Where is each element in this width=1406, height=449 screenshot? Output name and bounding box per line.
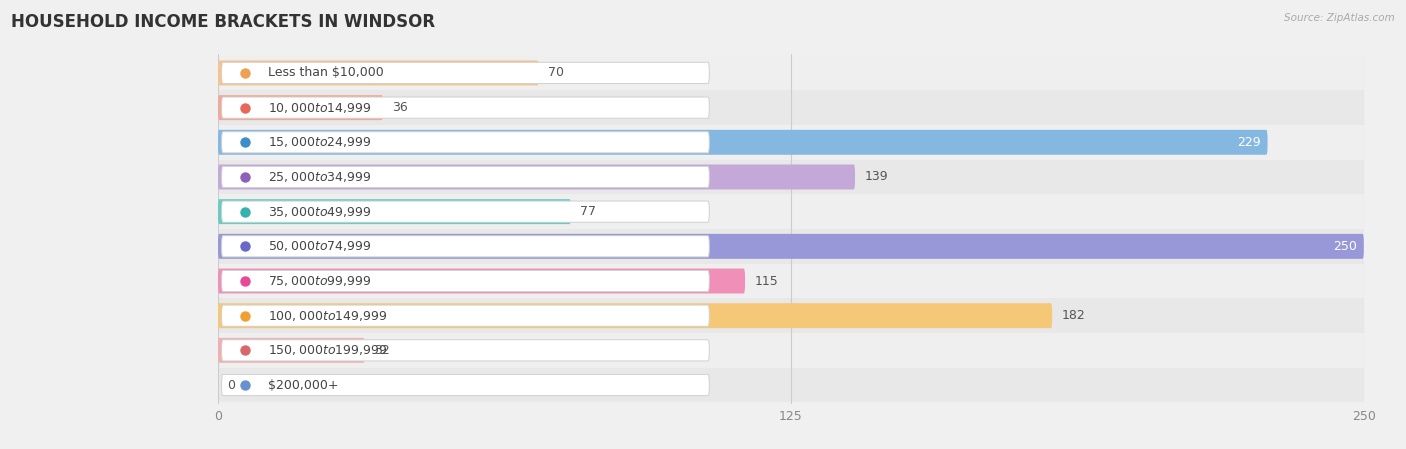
FancyBboxPatch shape <box>218 130 1268 155</box>
Text: 32: 32 <box>374 344 389 357</box>
Text: 115: 115 <box>754 274 778 287</box>
FancyBboxPatch shape <box>218 61 538 85</box>
FancyBboxPatch shape <box>218 199 571 224</box>
Text: HOUSEHOLD INCOME BRACKETS IN WINDSOR: HOUSEHOLD INCOME BRACKETS IN WINDSOR <box>11 13 436 31</box>
Text: Source: ZipAtlas.com: Source: ZipAtlas.com <box>1284 13 1395 23</box>
FancyBboxPatch shape <box>218 298 1364 333</box>
FancyBboxPatch shape <box>222 236 709 257</box>
FancyBboxPatch shape <box>222 97 709 118</box>
FancyBboxPatch shape <box>222 340 709 361</box>
Text: $100,000 to $149,999: $100,000 to $149,999 <box>269 308 388 323</box>
Text: 70: 70 <box>548 66 564 79</box>
FancyBboxPatch shape <box>218 194 1364 229</box>
Text: 229: 229 <box>1237 136 1261 149</box>
Text: $35,000 to $49,999: $35,000 to $49,999 <box>269 205 371 219</box>
Text: 36: 36 <box>392 101 408 114</box>
FancyBboxPatch shape <box>218 164 855 189</box>
Text: 0: 0 <box>228 379 235 392</box>
FancyBboxPatch shape <box>218 56 1364 90</box>
FancyBboxPatch shape <box>222 270 709 291</box>
FancyBboxPatch shape <box>218 234 1364 259</box>
Text: 77: 77 <box>581 205 596 218</box>
Text: $150,000 to $199,999: $150,000 to $199,999 <box>269 343 388 357</box>
Text: 139: 139 <box>865 171 887 184</box>
Text: $200,000+: $200,000+ <box>269 379 339 392</box>
Text: 182: 182 <box>1062 309 1085 322</box>
FancyBboxPatch shape <box>218 303 1052 328</box>
Text: 250: 250 <box>1333 240 1357 253</box>
FancyBboxPatch shape <box>218 90 1364 125</box>
FancyBboxPatch shape <box>218 125 1364 160</box>
FancyBboxPatch shape <box>222 132 709 153</box>
FancyBboxPatch shape <box>222 167 709 188</box>
Text: Less than $10,000: Less than $10,000 <box>269 66 384 79</box>
FancyBboxPatch shape <box>218 264 1364 298</box>
FancyBboxPatch shape <box>218 95 382 120</box>
FancyBboxPatch shape <box>218 160 1364 194</box>
FancyBboxPatch shape <box>218 269 745 294</box>
FancyBboxPatch shape <box>218 368 1364 402</box>
FancyBboxPatch shape <box>222 305 709 326</box>
Text: $25,000 to $34,999: $25,000 to $34,999 <box>269 170 371 184</box>
Text: $75,000 to $99,999: $75,000 to $99,999 <box>269 274 371 288</box>
Text: $10,000 to $14,999: $10,000 to $14,999 <box>269 101 371 114</box>
FancyBboxPatch shape <box>222 374 709 396</box>
FancyBboxPatch shape <box>222 62 709 84</box>
Text: $15,000 to $24,999: $15,000 to $24,999 <box>269 135 371 150</box>
Text: $50,000 to $74,999: $50,000 to $74,999 <box>269 239 371 253</box>
FancyBboxPatch shape <box>218 338 364 363</box>
FancyBboxPatch shape <box>218 229 1364 264</box>
FancyBboxPatch shape <box>218 333 1364 368</box>
FancyBboxPatch shape <box>222 201 709 222</box>
